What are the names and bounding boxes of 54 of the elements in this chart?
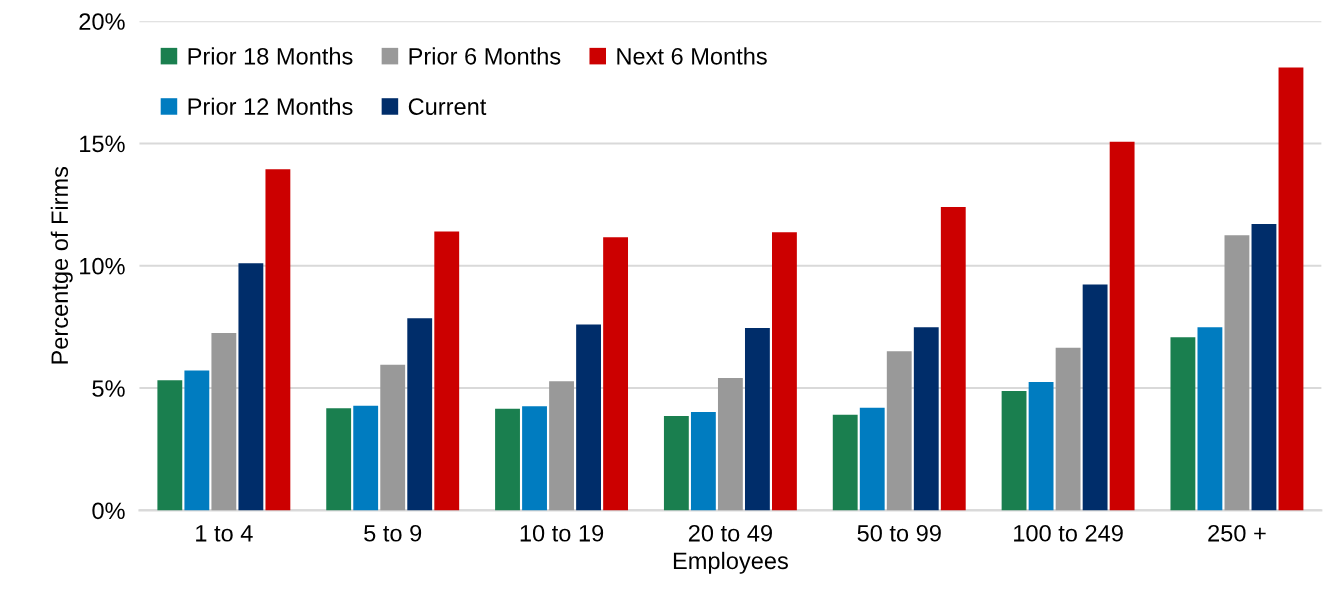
y-tick-label: 15% <box>80 135 125 153</box>
x-tick-label: 5 to 9 <box>364 524 422 542</box>
x-tick-label: 1 to 4 <box>196 525 253 542</box>
y-axis-title: Percentge of Firms <box>50 166 73 364</box>
bar <box>326 408 352 511</box>
bar <box>1082 284 1108 511</box>
bar <box>1109 141 1135 511</box>
bar <box>1055 347 1081 511</box>
bar <box>832 414 858 511</box>
bar <box>717 378 743 511</box>
bar <box>434 231 460 511</box>
bar <box>407 318 433 511</box>
bar <box>1197 327 1223 511</box>
bar <box>940 207 966 511</box>
bar <box>859 407 885 511</box>
bar <box>522 406 547 511</box>
bar <box>265 169 291 511</box>
bar <box>1224 235 1250 511</box>
legend-label: Prior 18 Months <box>188 47 353 65</box>
bar <box>913 327 939 511</box>
bar <box>184 370 210 511</box>
bar <box>772 232 797 511</box>
bar <box>1170 337 1196 511</box>
bar <box>1251 223 1277 511</box>
bar <box>663 415 689 511</box>
legend-label: Current <box>408 98 487 115</box>
y-tick-label: 0% <box>92 502 125 520</box>
legend-label: Prior 6 Months <box>409 47 561 65</box>
y-tick-label: 20% <box>79 13 125 30</box>
bar <box>690 412 716 511</box>
x-tick-label: 100 to 249 <box>1014 524 1123 542</box>
x-tick-label: 50 to 99 <box>857 524 941 542</box>
bar <box>1278 67 1304 511</box>
legend-label: Prior 12 Months <box>188 97 353 115</box>
bar <box>238 263 264 511</box>
bar <box>576 324 601 511</box>
bar <box>157 380 183 511</box>
y-tick-label: 5% <box>92 380 125 397</box>
bar <box>549 381 574 511</box>
y-tick-label: 10% <box>80 257 125 275</box>
bar <box>886 351 912 511</box>
x-tick-label: 250 + <box>1208 524 1266 542</box>
bar <box>1028 381 1054 511</box>
x-tick-label: 20 to 49 <box>688 524 772 542</box>
x-axis-title: Employees <box>673 551 788 574</box>
bar <box>744 327 770 511</box>
bar <box>603 237 629 511</box>
x-tick-label: 10 to 19 <box>520 524 604 542</box>
bar <box>495 408 520 511</box>
legend-label: Next 6 Months <box>617 47 767 65</box>
bar <box>380 364 406 511</box>
bar <box>1001 391 1027 511</box>
bar <box>353 405 379 511</box>
bar <box>211 333 237 511</box>
